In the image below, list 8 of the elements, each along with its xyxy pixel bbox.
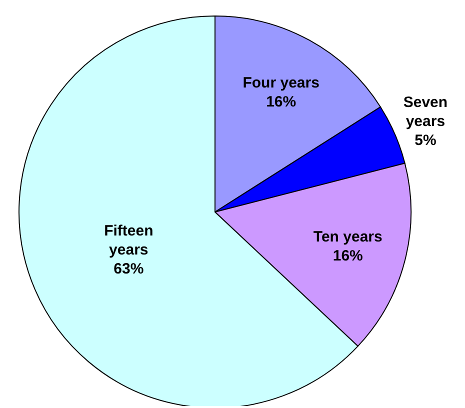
data-label: 5%: [414, 131, 436, 148]
slice-label: Ten years: [313, 228, 382, 246]
slice-label: Seven years: [403, 93, 448, 130]
data-label: 16%: [332, 247, 363, 264]
data-label: 16%: [266, 92, 296, 110]
slice-label: Four years: [242, 74, 320, 91]
data-label: 63%: [114, 260, 144, 277]
slice-label: Fifteen years: [104, 222, 154, 258]
